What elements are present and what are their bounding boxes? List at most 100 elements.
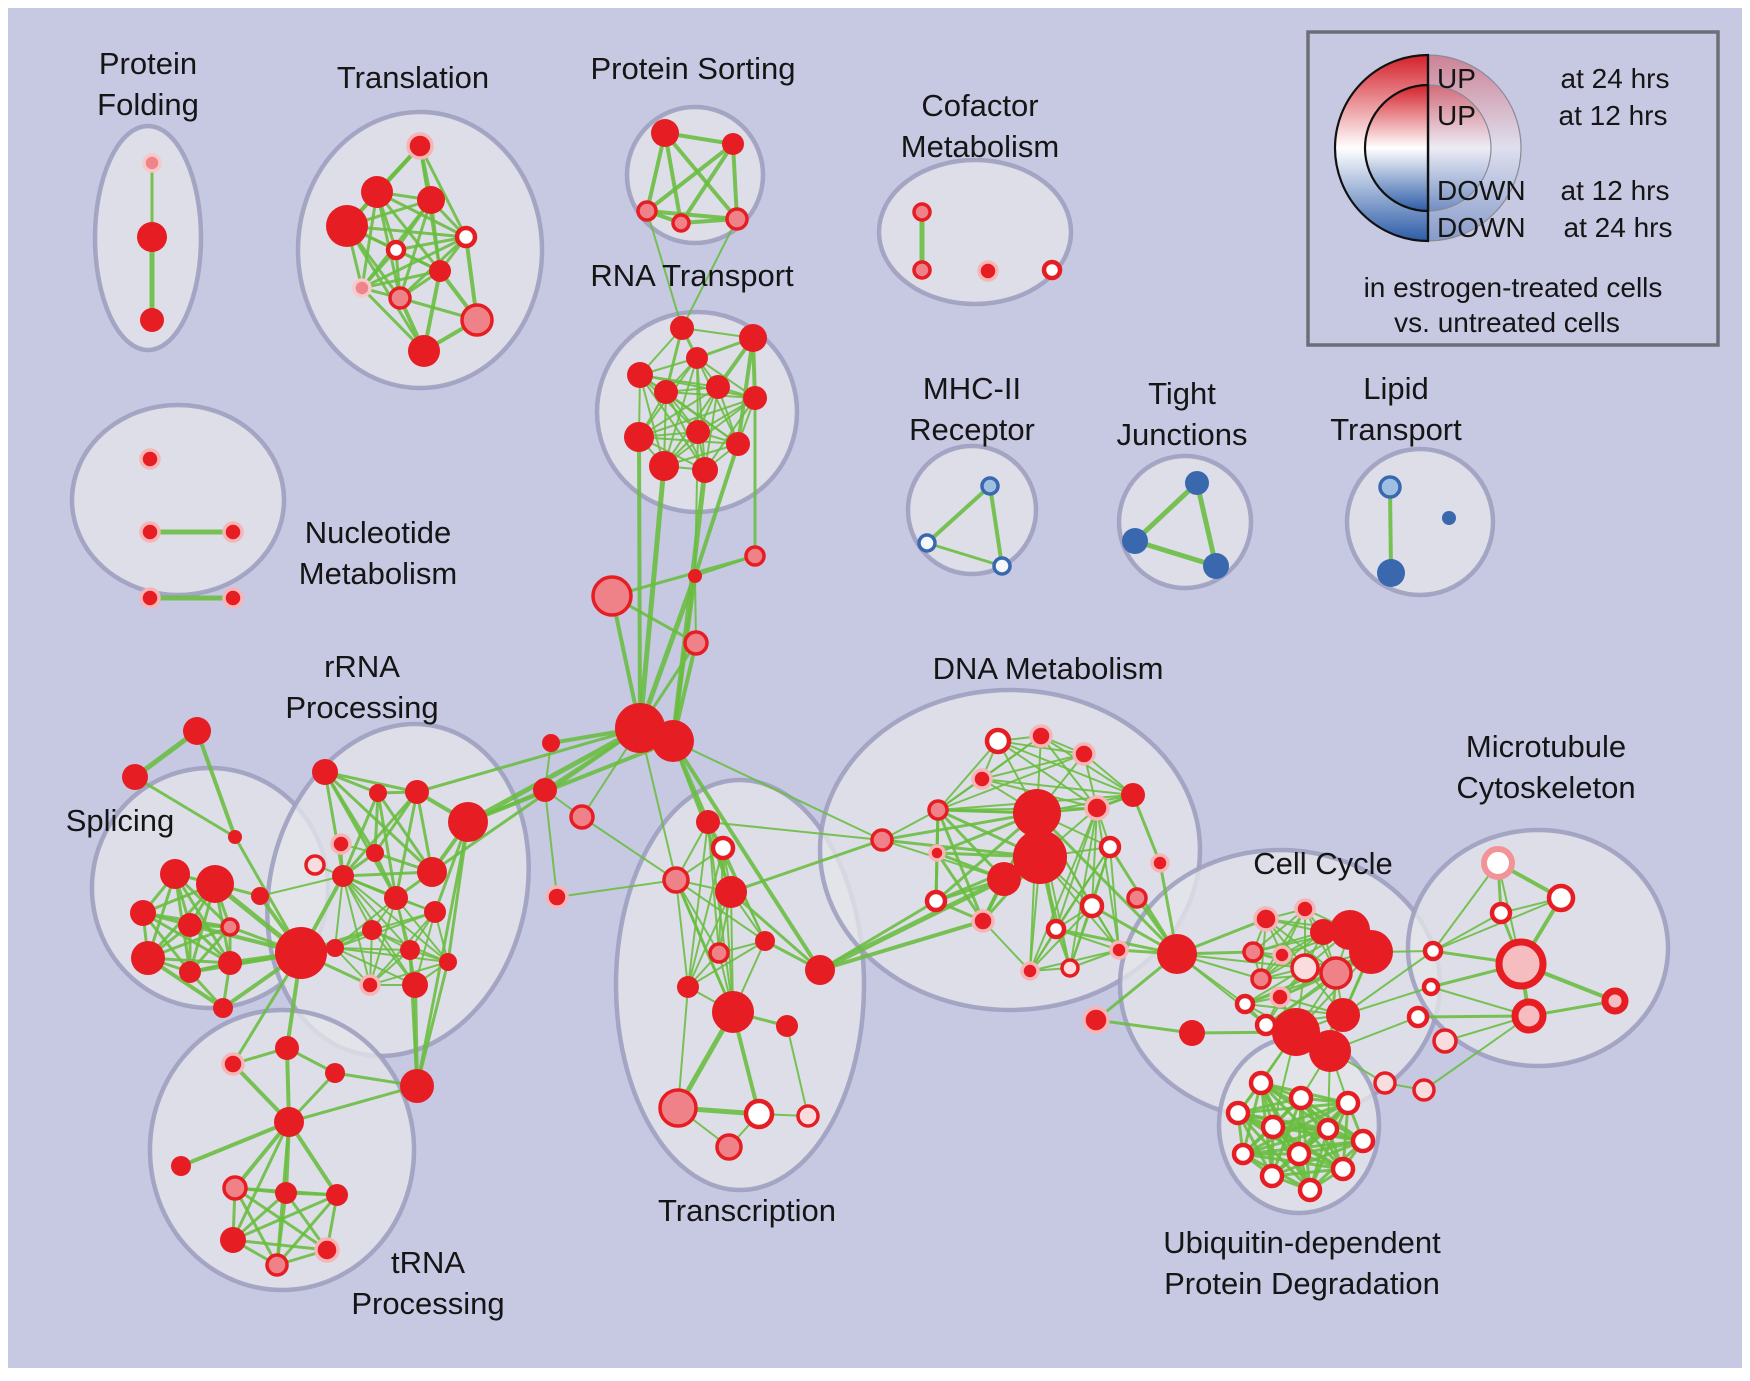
gene-node-tre[interactable] [710,835,736,861]
gene-node-rr7[interactable] [366,844,384,862]
gene-node-cc10[interactable] [1250,968,1272,990]
gene-node-sg2[interactable] [122,764,148,790]
gene-node-cf3[interactable] [977,260,999,282]
gene-node-rr2[interactable] [369,784,387,802]
gene-node-d3[interactable] [1072,742,1096,766]
gene-node-trg[interactable] [545,885,569,909]
gene-node-sp11[interactable] [213,998,233,1018]
gene-node-sp2[interactable] [196,865,234,903]
gene-node-mh2[interactable] [917,533,937,553]
gene-node-tn8[interactable] [275,1182,297,1204]
gene-node-tl7[interactable] [429,260,451,282]
gene-node-rr4[interactable] [330,833,352,855]
gene-node-cc5[interactable] [1349,930,1393,974]
gene-node-rr13[interactable] [326,939,344,957]
gene-node-cc3[interactable] [1310,919,1336,945]
gene-node-d10[interactable] [987,862,1021,896]
gene-node-tj1[interactable] [1185,471,1209,495]
gene-node-tl8[interactable] [352,278,372,298]
gene-node-tj2[interactable] [1122,528,1148,554]
gene-node-mt5[interactable] [1421,977,1441,997]
gene-node-d16[interactable] [971,909,995,933]
gene-node-d1[interactable] [984,727,1012,755]
gene-node-tl2[interactable] [361,176,393,208]
gene-node-tn9[interactable] [326,1184,348,1206]
gene-node-d4[interactable] [971,768,993,790]
gene-node-sp7[interactable] [179,961,201,983]
gene-node-rt8[interactable] [686,420,710,444]
gene-node-d29[interactable] [1179,1020,1205,1046]
gene-node-ub1[interactable] [1248,1070,1274,1096]
gene-node-d18[interactable] [1079,893,1105,919]
gene-node-ps3[interactable] [636,200,658,222]
gene-node-ub5[interactable] [1335,1090,1361,1116]
gene-node-trj[interactable] [708,942,730,964]
gene-node-cc8[interactable] [1290,953,1320,983]
gene-node-rr8[interactable] [417,857,447,887]
gene-node-trk[interactable] [755,931,775,951]
gene-node-rt9[interactable] [624,422,654,452]
gene-node-d19[interactable] [1126,887,1148,909]
gene-node-ub7[interactable] [1350,1128,1376,1154]
gene-node-rr5[interactable] [304,854,326,876]
gene-node-mt9[interactable] [1406,1005,1430,1029]
gene-node-d22[interactable] [1060,958,1080,978]
gene-node-mt1[interactable] [1481,846,1515,880]
gene-node-tn4[interactable] [400,1069,434,1103]
gene-node-lp1[interactable] [1378,475,1402,499]
gene-node-cc20[interactable] [1373,1071,1397,1095]
gene-node-rt12[interactable] [692,457,718,483]
gene-node-tn1[interactable] [221,1052,245,1076]
gene-node-mtA[interactable] [1432,1028,1458,1054]
gene-node-sp1[interactable] [160,859,190,889]
gene-node-cn2[interactable] [744,545,766,567]
gene-node-sp12[interactable] [251,887,269,905]
gene-node-cc15[interactable] [1326,998,1360,1032]
gene-node-nm2[interactable] [139,521,161,543]
gene-node-tj3[interactable] [1203,553,1229,579]
gene-node-d15[interactable] [924,889,948,913]
gene-node-rr15[interactable] [402,972,428,998]
gene-node-d17[interactable] [1045,918,1067,940]
gene-node-ps2[interactable] [722,133,744,155]
gene-node-ub3[interactable] [1225,1100,1251,1126]
gene-node-cn1[interactable] [591,575,633,617]
gene-node-ub4[interactable] [1260,1114,1286,1140]
gene-node-rr10[interactable] [424,901,446,923]
gene-node-d23[interactable] [1109,940,1129,960]
gene-node-cc6[interactable] [1242,941,1264,963]
gene-node-pf3[interactable] [140,308,164,332]
gene-node-mh1[interactable] [980,476,1000,496]
gene-node-ub11[interactable] [1259,1163,1285,1189]
gene-node-pf1[interactable] [142,153,162,173]
gene-node-tl4[interactable] [417,186,445,214]
gene-node-sg3[interactable] [228,830,242,844]
gene-node-ps4[interactable] [671,213,691,233]
gene-node-d14[interactable] [1150,853,1170,873]
gene-node-rt3[interactable] [627,362,653,388]
gene-node-sph[interactable] [275,927,327,979]
gene-node-rt4[interactable] [686,347,708,369]
gene-node-trh[interactable] [715,876,747,908]
gene-node-cc2[interactable] [1294,898,1316,920]
gene-node-mh3[interactable] [992,556,1012,576]
gene-node-rt5[interactable] [654,380,678,404]
gene-node-tn7[interactable] [222,1175,248,1201]
gene-node-nm5[interactable] [222,587,244,609]
gene-node-ub8[interactable] [1231,1142,1255,1166]
gene-node-d7[interactable] [1013,830,1067,884]
gene-node-d8[interactable] [1084,795,1110,821]
gene-node-tn10[interactable] [220,1227,246,1253]
gene-node-d6[interactable] [1013,789,1061,837]
gene-node-sp6[interactable] [131,941,165,975]
gene-node-trb[interactable] [533,778,557,802]
gene-node-mt8[interactable] [1601,987,1629,1015]
gene-node-d11[interactable] [928,844,946,862]
gene-node-rr14[interactable] [359,974,381,996]
gene-node-d9[interactable] [1121,783,1145,807]
gene-node-sp3[interactable] [130,900,156,926]
gene-node-sp4[interactable] [178,913,202,937]
gene-node-trs[interactable] [715,1133,743,1161]
gene-node-ub10[interactable] [1330,1156,1356,1182]
gene-node-trq[interactable] [743,1098,775,1130]
